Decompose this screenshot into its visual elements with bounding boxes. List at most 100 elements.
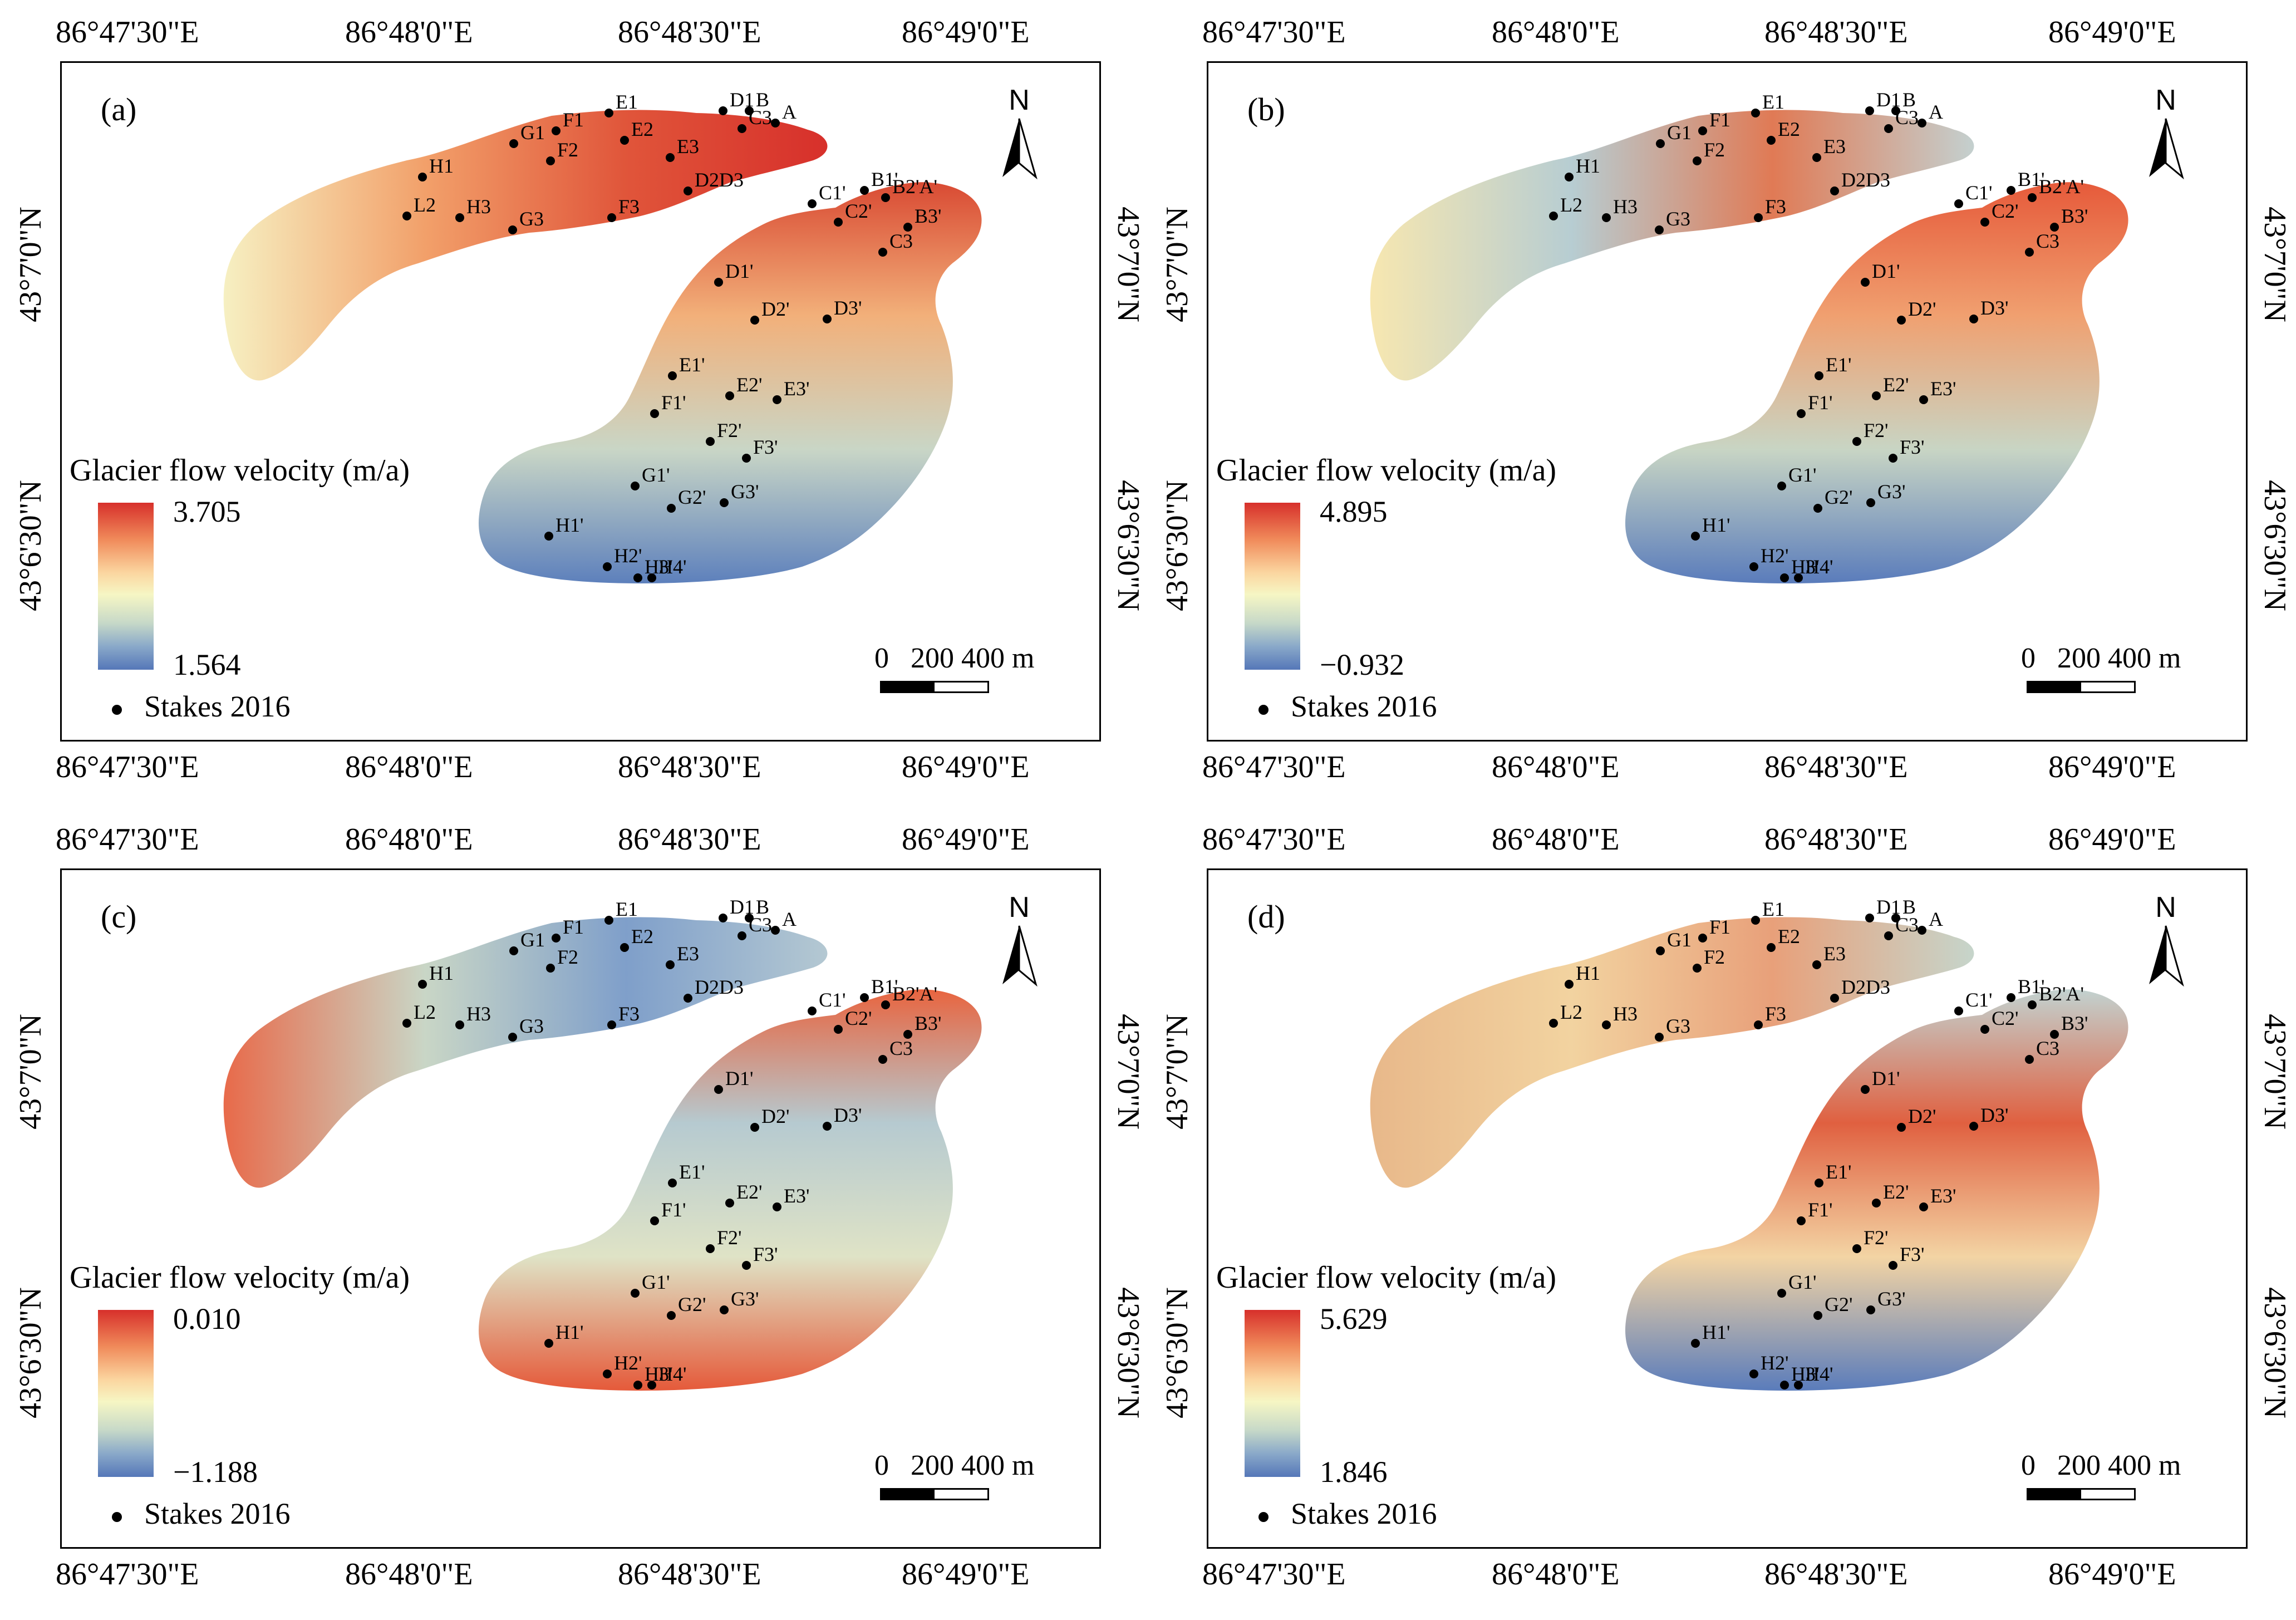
stake-label: H3' <box>1791 1363 1819 1385</box>
latitude-label: 43°7'0"N <box>13 207 48 322</box>
stake-marker: B2'A' <box>2028 983 2084 1009</box>
stake-marker: B3' <box>903 1012 942 1039</box>
stake-label: G1' <box>642 464 670 486</box>
stake-marker: F2' <box>1852 1226 1889 1253</box>
east-glacier-tongue <box>478 182 982 584</box>
east-glacier-tongue <box>1625 989 2128 1391</box>
stake-dot-icon <box>112 704 122 715</box>
longitude-label: 86°47'30"E <box>1202 1557 1346 1592</box>
stake-marker: F3 <box>607 1003 640 1029</box>
stake-marker: A <box>1918 908 1943 935</box>
stake-label: C2' <box>845 200 872 222</box>
stake-label: E3' <box>784 1185 809 1207</box>
stake-label: C1' <box>819 989 846 1011</box>
stake-label: G1' <box>1788 1271 1816 1293</box>
scale-labels: 0 200 400 m <box>874 642 1035 674</box>
stake-marker: D3' <box>1969 1104 2008 1131</box>
stake-marker: F3' <box>742 1243 778 1270</box>
stake-label: G2' <box>678 486 706 508</box>
longitude-label: 86°47'30"E <box>56 15 199 50</box>
stake-marker: E1 <box>604 91 638 117</box>
stake-marker: G3' <box>1866 480 1905 507</box>
stake-marker: H3 <box>1602 195 1638 222</box>
stake-label: D3' <box>1980 297 2008 319</box>
map-panel: 86°47'30"E 86°48'0"E 86°48'30"E 86°49'0"… <box>0 807 1147 1603</box>
stakes-legend: Stakes 2016 <box>112 689 291 724</box>
latitude-label: 43°6'30"N <box>1160 1287 1194 1418</box>
stake-label: H1' <box>555 1321 583 1343</box>
stake-label: C2' <box>1992 200 2019 222</box>
stake-label: D1' <box>725 260 753 282</box>
stake-marker: B1' <box>2007 975 2045 1002</box>
stake-marker: D1' <box>1861 1067 1900 1094</box>
stake-marker: G3 <box>508 1015 544 1042</box>
stake-label: L2 <box>1560 194 1582 216</box>
longitude-label: 86°48'30"E <box>1764 15 1908 50</box>
panel-label: (c) <box>101 899 137 935</box>
legend-max-value: 3.705 <box>173 495 241 528</box>
stake-label: F1' <box>1808 391 1833 414</box>
latitude-label: 43°6'30"N <box>2258 480 2292 611</box>
stake-label: C1' <box>1965 989 1993 1011</box>
stake-label: E2 <box>1778 118 1800 140</box>
latitude-label: 43°7'0"N <box>1111 207 1145 322</box>
stake-label: B3' <box>2061 205 2088 227</box>
stake-label: G3' <box>731 1288 759 1310</box>
longitude-label: 86°49'0"E <box>902 1557 1030 1592</box>
stake-label: C3 <box>1895 106 1919 129</box>
stake-marker: L2 <box>402 194 436 220</box>
stake-marker: G1 <box>1656 121 1692 148</box>
latitude-label: 43°7'0"N <box>2258 1014 2292 1130</box>
stake-marker: F3' <box>1889 1243 1925 1270</box>
north-arrow-icon: N <box>1002 892 1038 987</box>
west-glacier-tongue <box>223 110 828 381</box>
stake-label: C1' <box>1965 181 1993 204</box>
color-ramp <box>98 503 154 670</box>
map-panel: 86°47'30"E 86°48'0"E 86°48'30"E 86°49'0"… <box>0 0 1147 796</box>
stake-marker: C2' <box>834 200 872 227</box>
longitude-label: 86°48'30"E <box>1764 750 1908 784</box>
longitude-label: 86°49'0"E <box>902 15 1030 50</box>
stake-marker: F1 <box>1698 916 1730 942</box>
stake-label: G3' <box>731 480 759 503</box>
stake-marker: H1 <box>1565 155 1600 181</box>
latitude-label: 43°6'30"N <box>13 1287 48 1418</box>
stake-label: E3' <box>1930 377 1956 400</box>
longitude-label: 86°48'30"E <box>1764 822 1908 857</box>
stake-marker: C2' <box>834 1007 872 1034</box>
map-frame: D1 B A C3 E1 F1 G1 H1 F2 E2 E3 F3 D2D3 L2 H3 G3 C1' B1' B2… <box>60 868 1101 1549</box>
stake-marker: E1 <box>1751 91 1784 117</box>
stake-label: A <box>782 101 797 123</box>
stake-dot-icon <box>1258 704 1269 715</box>
stake-label: F3' <box>1900 436 1925 458</box>
stake-marker: E2 <box>1767 925 1800 952</box>
stake-marker: B <box>1891 896 1916 922</box>
stake-marker: D3' <box>823 297 862 323</box>
stake-marker: F1 <box>552 109 584 135</box>
map-panel: 86°47'30"E 86°48'0"E 86°48'30"E 86°49'0"… <box>1147 807 2293 1603</box>
svg-text:N: N <box>2155 892 2176 924</box>
west-glacier-tongue <box>1370 110 1974 381</box>
stake-label: G1' <box>1788 464 1816 486</box>
legend-min-value: 1.564 <box>173 648 241 681</box>
map-frame: D1 B A C3 E1 F1 G1 H1 F2 E2 E3 F3 D2D3 L2 H3 G3 C1' B1' B2… <box>1207 868 2248 1549</box>
latitude-label: 43°7'0"N <box>1160 1014 1194 1130</box>
stake-label: D2' <box>1908 298 1936 320</box>
stake-label: L2 <box>1560 1001 1582 1023</box>
scale-bar <box>2027 1488 2136 1500</box>
longitude-label: 86°48'30"E <box>618 822 761 857</box>
stake-label: F2' <box>717 419 742 441</box>
scale-labels: 0 200 400 m <box>2021 1450 2181 1481</box>
stake-marker: G2' <box>667 486 706 513</box>
stake-label: D3' <box>834 297 862 319</box>
stake-marker: G2' <box>1813 1293 1852 1320</box>
stake-marker: F2' <box>706 1226 742 1253</box>
longitude-label: 86°48'0"E <box>1492 15 1620 50</box>
stake-label: D2' <box>761 1105 789 1127</box>
stake-label: D1' <box>1872 1067 1900 1089</box>
stake-dot-icon <box>112 1511 122 1522</box>
stake-label: B <box>1902 896 1916 918</box>
stake-label: F1' <box>661 391 686 414</box>
stake-marker: B1' <box>2007 168 2045 195</box>
